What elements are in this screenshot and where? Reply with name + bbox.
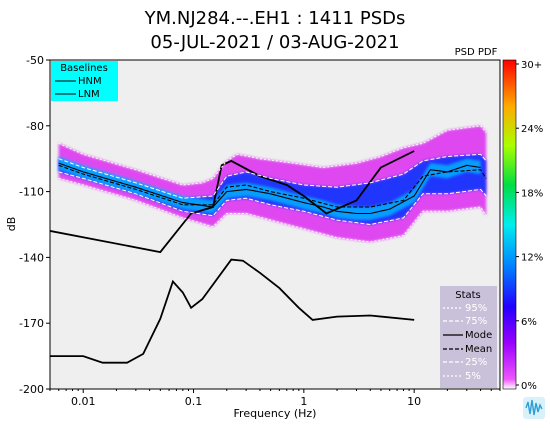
colorbar-tick-label: 12%: [521, 253, 543, 264]
y-tick-label: -80: [26, 120, 44, 133]
colorbar-tick-label: 24%: [521, 124, 543, 135]
stats-legend-box: [440, 286, 497, 388]
colorbar-tick-label: 30+: [521, 60, 542, 71]
x-tick-label: 10: [407, 395, 421, 408]
colorbar-ticks: 30+ 24% 18% 12% 6% 0%: [516, 60, 543, 392]
baselines-legend-title: Baselines: [60, 63, 108, 74]
series-line-5pct: [58, 177, 487, 243]
y-tick-label: -140: [19, 251, 44, 264]
series-lines: [50, 125, 487, 364]
y-tick-label: -170: [19, 317, 44, 330]
x-tick-label: 0.1: [185, 395, 203, 408]
mean-legend-label: Mean: [465, 344, 492, 355]
p5-legend-label: 5%: [465, 371, 481, 382]
y-tick-label: -200: [19, 383, 44, 396]
x-axis: 0.01 0.1 1 10: [49, 389, 501, 408]
y-tick-label: -50: [26, 54, 44, 67]
pdf-core-band: [58, 156, 481, 221]
waveform-logo-icon: [523, 397, 545, 419]
series-line-mean: [58, 164, 487, 208]
series-line-lnm: [50, 258, 415, 364]
colorbar: [502, 59, 517, 390]
y-tick-label: -110: [19, 186, 44, 199]
stats-legend: Stats 95% 75% Mode Mean 25% 5%: [440, 286, 497, 388]
mode-legend-label: Mode: [465, 330, 492, 341]
series-line-25pct: [58, 171, 487, 226]
x-tick-label: 0.01: [71, 395, 96, 408]
colorbar-tick-label: 18%: [521, 188, 543, 199]
plot-frame: [49, 59, 501, 390]
series-line-hnm: [50, 150, 415, 254]
series-line-95pct: [58, 125, 487, 186]
p95-legend-label: 95%: [465, 303, 487, 314]
y-axis-label: dB: [5, 217, 18, 232]
stats-legend-title: Stats: [455, 290, 481, 301]
plot-area: [50, 60, 500, 389]
hnm-legend-label: HNM: [78, 76, 102, 87]
baselines-legend: Baselines HNM LNM: [51, 61, 118, 101]
p75-legend-label: 75%: [465, 316, 487, 327]
chart-title: YM.NJ284.--.EH1 : 1411 PSDs 05-JUL-2021 …: [144, 8, 406, 53]
x-tick-label: 1: [300, 395, 307, 408]
series-line-mode: [58, 162, 481, 215]
pdf-density: [50, 125, 487, 364]
title-line-1: YM.NJ284.--.EH1 : 1411 PSDs: [144, 8, 406, 29]
colorbar-tick-label: 0%: [521, 381, 537, 392]
colorbar-tick-label: 6%: [521, 317, 537, 328]
p25-legend-label: 25%: [465, 357, 487, 368]
title-line-2: 05-JUL-2021 / 03-AUG-2021: [150, 32, 399, 53]
x-axis-label: Frequency (Hz): [234, 407, 317, 420]
y-axis: -50 -80 -110 -140 -170 -200: [19, 54, 50, 396]
lnm-legend-label: LNM: [78, 89, 100, 100]
series-line-75pct: [58, 153, 487, 199]
colorbar-title: PSD PDF: [455, 47, 498, 58]
